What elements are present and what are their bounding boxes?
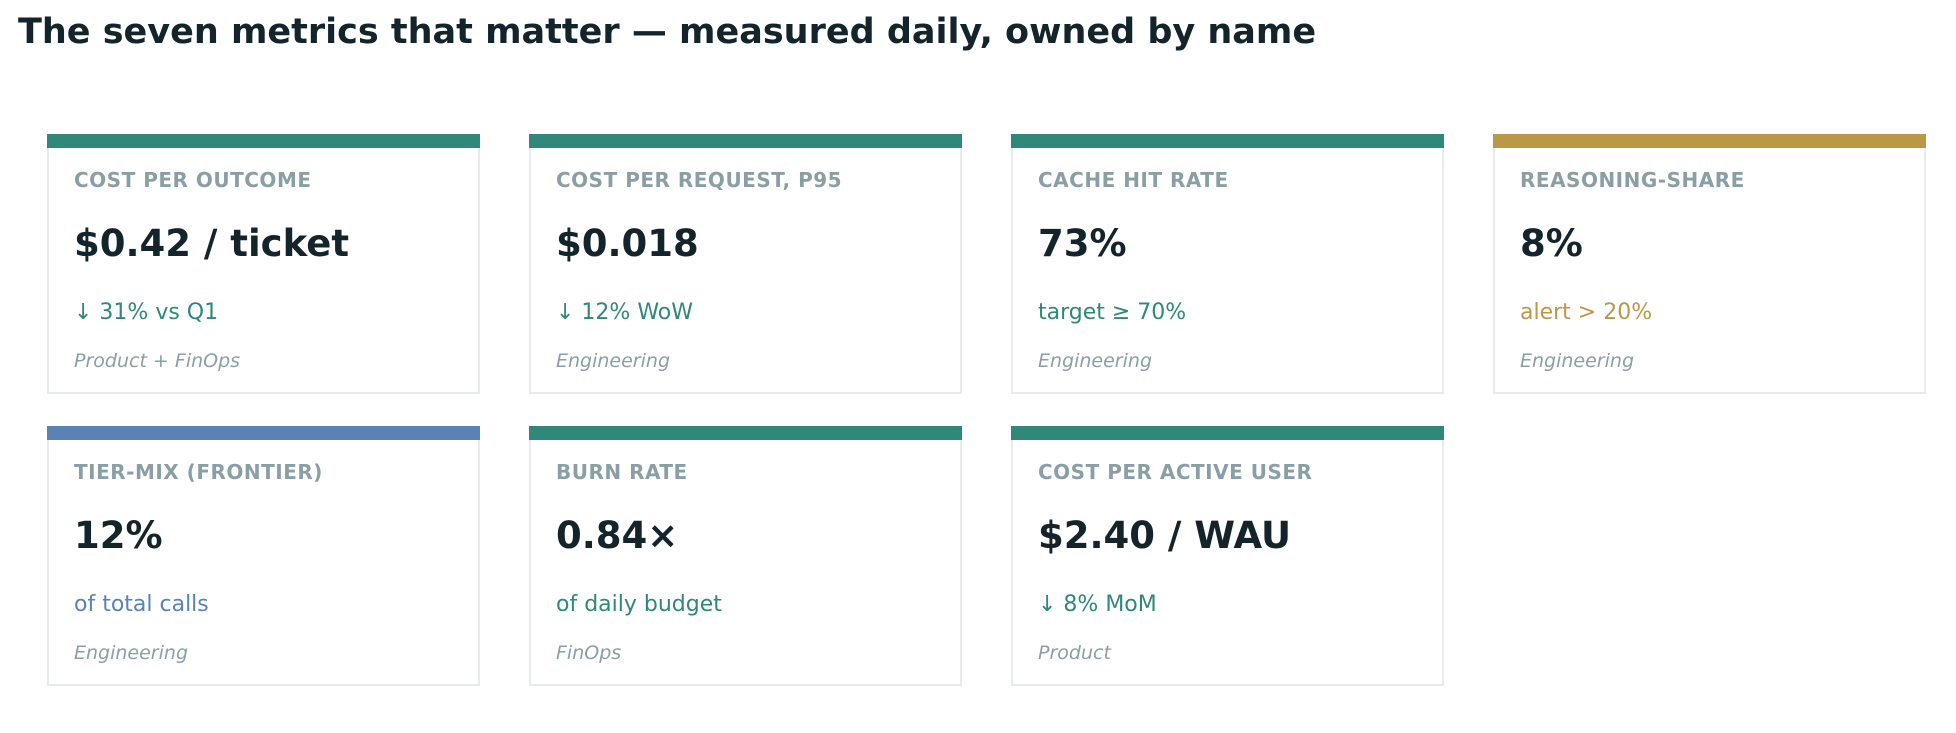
metric-note: alert > 20% [1520, 300, 1653, 325]
card-accent-bar [1011, 426, 1444, 440]
metric-card-cost-per-active-user: COST PER ACTIVE USER $2.40 / WAU ↓ 8% Mo… [1011, 426, 1444, 686]
metric-label: REASONING-SHARE [1520, 168, 1745, 192]
metric-label: CACHE HIT RATE [1038, 168, 1229, 192]
metric-value: 73% [1038, 222, 1127, 265]
card-accent-bar [1011, 134, 1444, 148]
metric-note: ↓ 8% MoM [1038, 592, 1157, 617]
metric-note: of daily budget [556, 592, 722, 617]
metric-card-cost-per-request-p95: COST PER REQUEST, P95 $0.018 ↓ 12% WoW E… [529, 134, 962, 394]
card-accent-bar [529, 134, 962, 148]
metric-owner: Product [1038, 642, 1111, 664]
metric-value: $2.40 / WAU [1038, 514, 1292, 557]
card-accent-bar [529, 426, 962, 440]
metric-note: target ≥ 70% [1038, 300, 1187, 325]
metric-card-cost-per-outcome: COST PER OUTCOME $0.42 / ticket ↓ 31% vs… [47, 134, 480, 394]
card-accent-bar [47, 134, 480, 148]
metric-owner: Engineering [74, 642, 188, 664]
metric-owner: Engineering [556, 350, 670, 372]
metric-value: 0.84× [556, 514, 679, 557]
metric-label: COST PER ACTIVE USER [1038, 460, 1313, 484]
card-accent-bar [1493, 134, 1926, 148]
metric-label: COST PER REQUEST, P95 [556, 168, 843, 192]
metric-value: $0.42 / ticket [74, 222, 350, 265]
metric-note: ↓ 31% vs Q1 [74, 300, 219, 325]
metric-label: BURN RATE [556, 460, 688, 484]
metrics-grid: COST PER OUTCOME $0.42 / ticket ↓ 31% vs… [47, 134, 1926, 686]
metric-card-reasoning-share: REASONING-SHARE 8% alert > 20% Engineeri… [1493, 134, 1926, 394]
metric-value: $0.018 [556, 222, 699, 265]
metric-value: 8% [1520, 222, 1583, 265]
metric-card-burn-rate: BURN RATE 0.84× of daily budget FinOps [529, 426, 962, 686]
card-accent-bar [47, 426, 480, 440]
metric-card-tier-mix-frontier: TIER-MIX (FRONTIER) 12% of total calls E… [47, 426, 480, 686]
metric-label: COST PER OUTCOME [74, 168, 312, 192]
metric-owner: Engineering [1520, 350, 1634, 372]
page-title: The seven metrics that matter — measured… [18, 12, 1317, 52]
metric-value: 12% [74, 514, 163, 557]
metric-note: ↓ 12% WoW [556, 300, 693, 325]
metric-owner: Engineering [1038, 350, 1152, 372]
metric-owner: Product + FinOps [74, 350, 241, 372]
metric-owner: FinOps [556, 642, 622, 664]
metric-note: of total calls [74, 592, 209, 617]
metric-card-cache-hit-rate: CACHE HIT RATE 73% target ≥ 70% Engineer… [1011, 134, 1444, 394]
metric-label: TIER-MIX (FRONTIER) [74, 460, 323, 484]
